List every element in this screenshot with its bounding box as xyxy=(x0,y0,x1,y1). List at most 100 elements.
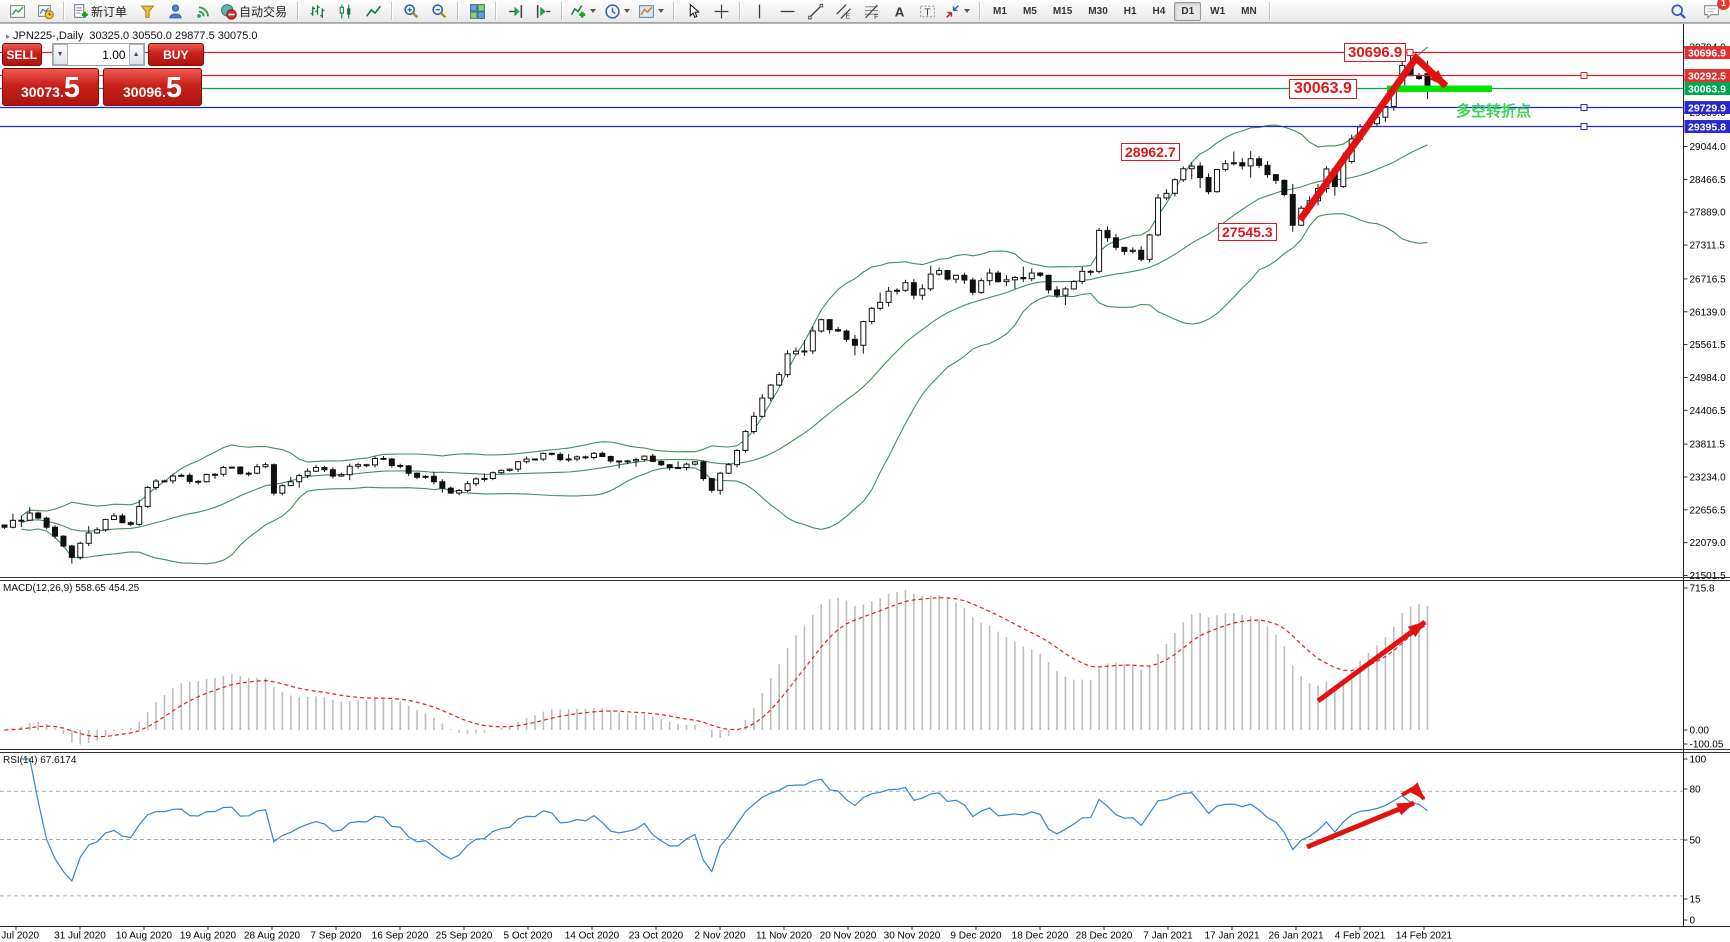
price-tick: 27889.0 xyxy=(1690,208,1727,219)
timeframe-D1[interactable]: D1 xyxy=(1174,1,1202,21)
timeframe-W1[interactable]: W1 xyxy=(1210,5,1226,17)
dropdown-caret-icon xyxy=(964,9,971,13)
time-axis-label: 2 Jul 2020 xyxy=(0,931,40,942)
toolbar-separator xyxy=(979,2,982,20)
price-tag xyxy=(1684,82,1730,96)
buy-button[interactable]: BUY xyxy=(147,43,204,66)
timeframe-H4[interactable]: H4 xyxy=(1152,5,1166,17)
annotation-swing-high[interactable]: 30696.9 xyxy=(1344,43,1407,62)
sell-price-main: 30073. xyxy=(21,84,64,100)
timeframe-M30[interactable]: M30 xyxy=(1088,5,1108,17)
channel-button[interactable]: E xyxy=(830,0,856,22)
sell-button[interactable]: SELL xyxy=(2,43,42,66)
timeframe-M1[interactable]: M1 xyxy=(993,5,1007,17)
price-tick: 26139.0 xyxy=(1690,307,1727,318)
frame-layer xyxy=(0,23,1730,927)
toolbar-separator xyxy=(561,2,564,20)
timeframe-M15[interactable]: M15 xyxy=(1052,5,1073,17)
annotation-pivot-level[interactable]: 30063.9 xyxy=(1289,79,1357,99)
time-axis-label: 7 Sep 2020 xyxy=(310,931,362,942)
vertical-line-button[interactable] xyxy=(746,0,772,22)
chart-shift-button[interactable] xyxy=(530,0,556,22)
templates-button[interactable] xyxy=(636,0,668,22)
volume-decrease-button[interactable]: ▼ xyxy=(52,44,68,65)
notification-badge: 1 xyxy=(1717,0,1730,10)
new-order-label: 新订单 xyxy=(91,4,128,19)
profiles-button[interactable] xyxy=(32,0,58,22)
bollinger-layer xyxy=(20,46,1428,565)
chart-shift-icon xyxy=(536,4,550,18)
macd-signal-line xyxy=(4,597,1428,738)
time-axis-label: 14 Feb 2021 xyxy=(1396,931,1453,942)
macd-indicator-label: MACD(12,26,9) 558.65 454.25 xyxy=(3,583,140,594)
label-icon: T xyxy=(919,5,935,18)
chat-button[interactable]: 1 xyxy=(1698,0,1730,22)
line-chart-button[interactable] xyxy=(360,0,386,22)
level-handle xyxy=(1580,123,1588,131)
auto-scroll-icon xyxy=(508,4,522,18)
candlestick-button[interactable] xyxy=(332,0,358,22)
search-button[interactable] xyxy=(1665,0,1691,22)
cursor-button[interactable] xyxy=(680,0,706,22)
price-tick: 23811.5 xyxy=(1690,440,1726,451)
time-axis-label: 28 Dec 2020 xyxy=(1076,931,1133,942)
periods-icon xyxy=(605,3,620,19)
timeframe-M5[interactable]: M5 xyxy=(1022,5,1037,17)
autotrading-button[interactable]: 自动交易 xyxy=(218,0,292,22)
volume-increase-button[interactable]: ▲ xyxy=(128,44,144,65)
toolbar-separator xyxy=(63,2,65,20)
zoom-in-icon xyxy=(403,3,418,18)
periods-button[interactable] xyxy=(602,0,634,22)
label-button[interactable]: T xyxy=(914,0,940,22)
shapes-icon xyxy=(946,4,959,18)
indicators-button[interactable] xyxy=(568,0,600,22)
volume-stepper: ▼ ▲ xyxy=(51,43,145,66)
horizontal-line-button[interactable] xyxy=(774,0,800,22)
timeframe-MN[interactable]: MN xyxy=(1241,5,1257,17)
contacts-button[interactable] xyxy=(162,0,188,22)
new-order-button[interactable]: 新订单 xyxy=(70,0,132,22)
auto-scroll-button[interactable] xyxy=(502,0,528,22)
price-axis[interactable]: 30794.030216.529639.029044.028466.527889… xyxy=(1683,43,1730,927)
time-axis[interactable]: 2 Jul 2020 31 Jul 2020 10 Aug 2020 19 Aug 2… xyxy=(0,926,1453,942)
bollinger-lower xyxy=(21,213,1428,565)
cursor-icon xyxy=(689,2,700,18)
trend-arrow-macd xyxy=(1316,619,1427,704)
trendline-button[interactable] xyxy=(802,0,828,22)
timeframe-H1[interactable]: H1 xyxy=(1123,5,1137,17)
candles-layer xyxy=(1,52,1431,564)
buy-price-button[interactable]: 30096. 5 xyxy=(103,68,202,106)
fibonacci-icon: F xyxy=(864,4,878,20)
time-axis-label: 19 Aug 2020 xyxy=(180,931,237,942)
sell-price-button[interactable]: 30073. 5 xyxy=(2,68,99,106)
rsi-indicator-label: RSI(14) 67.6174 xyxy=(3,755,77,766)
funnel-button[interactable] xyxy=(134,0,160,22)
tile-windows-button[interactable] xyxy=(464,0,490,22)
signals-button[interactable] xyxy=(190,0,216,22)
volume-input[interactable] xyxy=(67,44,129,65)
annotation-jan-high[interactable]: 28962.7 xyxy=(1121,143,1180,161)
new-chart-button[interactable] xyxy=(4,0,30,22)
annotation-pivot-note[interactable]: 多空转折点 xyxy=(1456,103,1532,120)
text-button[interactable]: A xyxy=(886,0,912,22)
pivot-highlight-bar xyxy=(1387,85,1492,93)
one-click-trading-panel: SELL ▼ ▲ BUY 30073.5 30096.5 xyxy=(2,43,204,106)
bar-chart-button[interactable] xyxy=(304,0,330,22)
annotation-jan-low[interactable]: 27545.3 xyxy=(1218,223,1277,241)
zoom-out-button[interactable] xyxy=(426,0,452,22)
toolbar-separator xyxy=(1268,2,1271,20)
price-tag-label: 30696.9 xyxy=(1688,47,1726,59)
rsi-line xyxy=(21,758,1428,883)
fibonacci-button[interactable]: F xyxy=(858,0,884,22)
crosshair-button[interactable] xyxy=(708,0,734,22)
trend-arrow-price xyxy=(1297,52,1449,223)
level-handle xyxy=(1580,104,1588,112)
toolbar-separator xyxy=(739,2,742,20)
price-tag xyxy=(1684,120,1730,134)
zoom-out-icon xyxy=(431,3,446,18)
shapes-button[interactable] xyxy=(942,0,974,22)
zoom-in-button[interactable] xyxy=(398,0,424,22)
price-tick: 23234.0 xyxy=(1690,472,1727,483)
